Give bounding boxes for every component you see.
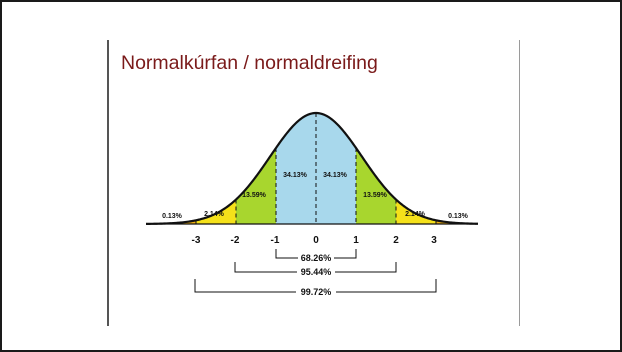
bracket-99-label: 99.72% bbox=[301, 287, 332, 297]
label-outer-left: 2.14% bbox=[204, 211, 225, 218]
bell-curve bbox=[145, 111, 479, 225]
bracket-68-label: 68.26% bbox=[301, 253, 332, 263]
curve-area-fills bbox=[150, 113, 474, 224]
axis-label-minus-2: -2 bbox=[231, 235, 240, 246]
axis-label-3: 3 bbox=[431, 235, 437, 246]
slide-right-rule bbox=[519, 40, 520, 326]
axis-label-2: 2 bbox=[393, 235, 399, 246]
label-mid-left: 13.59% bbox=[242, 192, 267, 199]
bracket-95 bbox=[234, 262, 397, 273]
label-center-right: 34.13% bbox=[323, 172, 348, 179]
label-mid-right: 13.59% bbox=[363, 192, 388, 199]
slide-title: Normalkúrfan / normaldreifing bbox=[121, 52, 378, 74]
label-center-left: 34.13% bbox=[283, 172, 308, 179]
axis-label-1: 1 bbox=[353, 235, 359, 246]
label-tail-left: 0.13% bbox=[162, 213, 183, 220]
label-tail-right: 0.13% bbox=[448, 213, 469, 220]
area-mid-left bbox=[236, 147, 276, 224]
slide-left-rule bbox=[107, 40, 109, 326]
area-center bbox=[276, 113, 356, 224]
bracket-99 bbox=[194, 279, 437, 293]
axis-label-0: 0 bbox=[313, 235, 319, 246]
axis-label-minus-1: -1 bbox=[271, 235, 280, 246]
axis-label-minus-3: -3 bbox=[192, 235, 201, 246]
area-mid-right bbox=[356, 147, 396, 224]
area-tail-right bbox=[436, 220, 474, 224]
bracket-95-label: 95.44% bbox=[301, 267, 332, 277]
bracket-68 bbox=[275, 249, 357, 259]
label-outer-right: 2.14% bbox=[405, 211, 426, 218]
